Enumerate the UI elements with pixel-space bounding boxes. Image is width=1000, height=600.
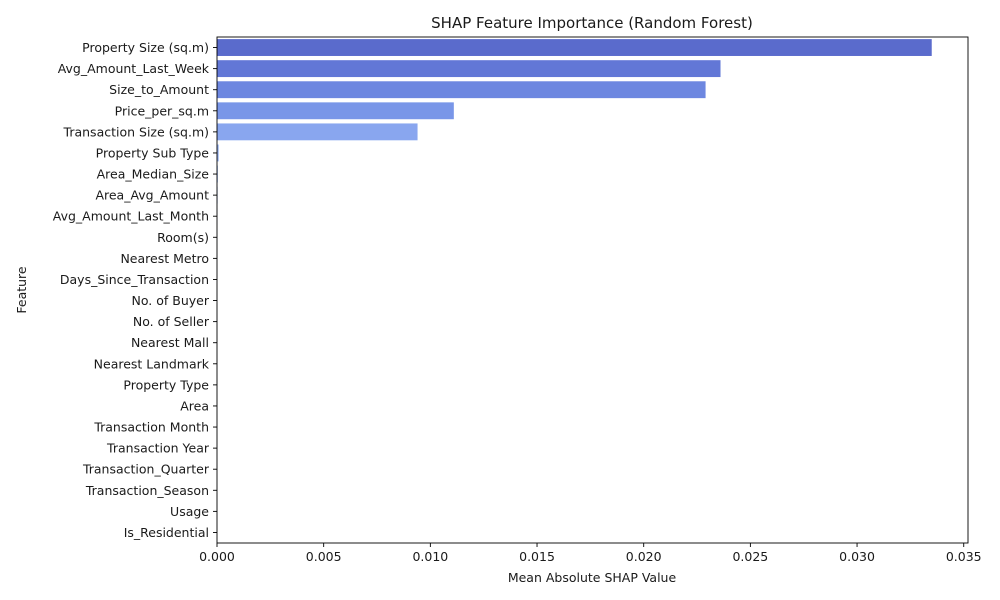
y-tick-label: Usage — [170, 504, 209, 519]
y-tick-label: Area_Median_Size — [97, 167, 210, 182]
y-tick-label: Size_to_Amount — [109, 82, 209, 97]
x-tick-label: 0.000 — [199, 549, 235, 564]
y-tick-label: Property Sub Type — [96, 145, 210, 160]
y-tick-label: Avg_Amount_Last_Month — [53, 209, 209, 224]
bar-2 — [217, 81, 706, 99]
chart-title: SHAP Feature Importance (Random Forest) — [431, 14, 753, 32]
y-tick-label: Transaction_Quarter — [82, 462, 210, 477]
y-tick-label: Price_per_sq.m — [115, 103, 209, 118]
x-tick-label: 0.015 — [519, 549, 555, 564]
bar-5 — [217, 144, 219, 162]
y-tick-labels: Property Size (sq.m) Avg_Amount_Last_Week… — [53, 40, 217, 540]
y-tick-label: No. of Seller — [133, 314, 210, 329]
axes-frame — [216, 36, 969, 544]
y-tick-label: Days_Since_Transaction — [60, 272, 209, 287]
x-tick-label: 0.035 — [946, 549, 982, 564]
x-tick-label: 0.025 — [732, 549, 768, 564]
x-tick-labels: 0.000 0.005 0.010 0.015 0.020 0.025 0.030 0.035 — [199, 543, 982, 564]
bar-3 — [217, 102, 454, 120]
x-tick-label: 0.005 — [306, 549, 342, 564]
y-tick-label: Avg_Amount_Last_Week — [58, 61, 210, 76]
y-tick-label: Transaction_Season — [85, 483, 209, 498]
y-tick-label: Area_Avg_Amount — [95, 188, 209, 203]
y-tick-label: Nearest Landmark — [94, 356, 210, 371]
y-tick-label: Room(s) — [157, 230, 209, 245]
y-tick-label: Transaction Size (sq.m) — [63, 124, 209, 139]
y-tick-label: Nearest Metro — [120, 251, 209, 266]
x-tick-label: 0.020 — [626, 549, 662, 564]
x-tick-label: 0.030 — [839, 549, 875, 564]
x-tick-label: 0.010 — [412, 549, 448, 564]
y-tick-label: Transaction Month — [93, 420, 209, 435]
bar-1 — [217, 60, 721, 78]
x-axis-label: Mean Absolute SHAP Value — [508, 570, 677, 585]
y-tick-label: Area — [180, 398, 209, 413]
y-tick-label: Transaction Year — [106, 441, 210, 456]
y-axis-label: Feature — [14, 266, 29, 314]
y-tick-label: Property Type — [123, 377, 209, 392]
bar-4 — [217, 123, 418, 141]
y-tick-label: Nearest Mall — [131, 335, 209, 350]
y-tick-label: Is_Residential — [124, 525, 209, 540]
y-tick-label: Property Size (sq.m) — [82, 40, 209, 55]
bars-layer — [217, 39, 932, 288]
bar-0 — [217, 39, 932, 56]
y-tick-label: No. of Buyer — [132, 293, 210, 308]
